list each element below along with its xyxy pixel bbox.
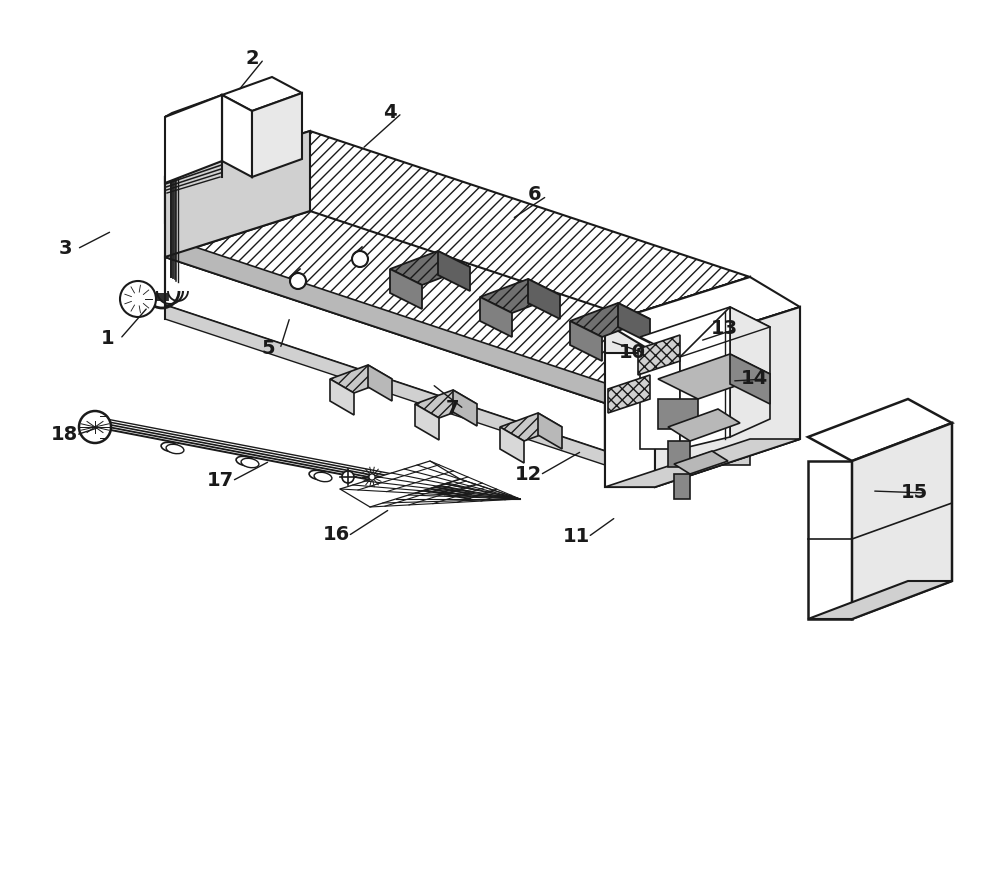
Polygon shape [668,441,690,467]
Polygon shape [655,308,800,488]
Text: 18: 18 [50,424,78,443]
Polygon shape [480,280,560,314]
Polygon shape [808,461,852,619]
Polygon shape [500,427,524,463]
Polygon shape [165,96,222,118]
Polygon shape [222,96,252,178]
Polygon shape [165,132,750,324]
Polygon shape [415,404,439,440]
Polygon shape [674,452,728,474]
Ellipse shape [166,445,184,454]
Circle shape [369,474,375,481]
Polygon shape [640,308,770,358]
Polygon shape [605,452,750,466]
Polygon shape [453,390,477,426]
Polygon shape [605,358,750,452]
Polygon shape [808,400,952,461]
Text: 14: 14 [740,368,768,387]
Polygon shape [570,303,650,338]
Polygon shape [340,461,460,508]
Polygon shape [480,297,512,338]
Polygon shape [165,178,605,369]
Polygon shape [605,278,800,353]
Polygon shape [730,308,770,438]
Text: 2: 2 [245,48,259,68]
Circle shape [342,472,354,483]
Circle shape [352,252,368,267]
Polygon shape [668,410,740,441]
Polygon shape [608,375,650,414]
Polygon shape [680,308,730,450]
Circle shape [290,274,306,289]
Ellipse shape [309,471,327,480]
Polygon shape [538,414,562,450]
Polygon shape [605,308,800,488]
Text: 10: 10 [618,342,646,361]
Polygon shape [390,252,470,286]
Polygon shape [165,132,310,258]
Polygon shape [252,94,302,178]
Polygon shape [640,358,680,450]
Polygon shape [730,354,770,404]
Polygon shape [500,414,562,441]
Polygon shape [852,424,952,619]
Polygon shape [618,303,650,344]
Ellipse shape [236,457,254,467]
Text: 7: 7 [445,398,459,417]
Text: 3: 3 [58,239,72,257]
Polygon shape [165,224,605,383]
Polygon shape [330,380,354,416]
Text: 4: 4 [383,103,397,121]
Polygon shape [808,581,952,619]
Polygon shape [638,336,680,375]
Ellipse shape [314,473,332,482]
Polygon shape [438,252,470,292]
Polygon shape [658,400,698,430]
Text: 12: 12 [514,464,542,483]
Circle shape [120,282,156,317]
Polygon shape [658,354,770,400]
Polygon shape [165,306,605,466]
Polygon shape [390,270,422,310]
Polygon shape [674,474,690,499]
Text: 15: 15 [900,482,928,501]
Polygon shape [222,78,302,112]
Circle shape [79,411,111,444]
Text: 5: 5 [261,339,275,357]
Polygon shape [605,358,750,452]
Polygon shape [165,238,605,403]
Polygon shape [368,366,392,402]
Text: 17: 17 [206,470,234,489]
Ellipse shape [161,443,179,453]
Polygon shape [570,322,602,361]
Text: 16: 16 [322,525,350,544]
Polygon shape [605,439,800,488]
Polygon shape [165,96,222,184]
Polygon shape [165,258,605,452]
Ellipse shape [241,459,259,468]
Polygon shape [330,366,392,394]
Text: 1: 1 [101,328,115,347]
Polygon shape [528,280,560,319]
Text: 6: 6 [528,185,542,204]
Text: 13: 13 [710,318,738,337]
Polygon shape [165,211,750,403]
Polygon shape [415,390,477,418]
Polygon shape [605,278,750,369]
Polygon shape [605,353,655,488]
Polygon shape [605,278,750,403]
Text: 11: 11 [562,526,590,545]
